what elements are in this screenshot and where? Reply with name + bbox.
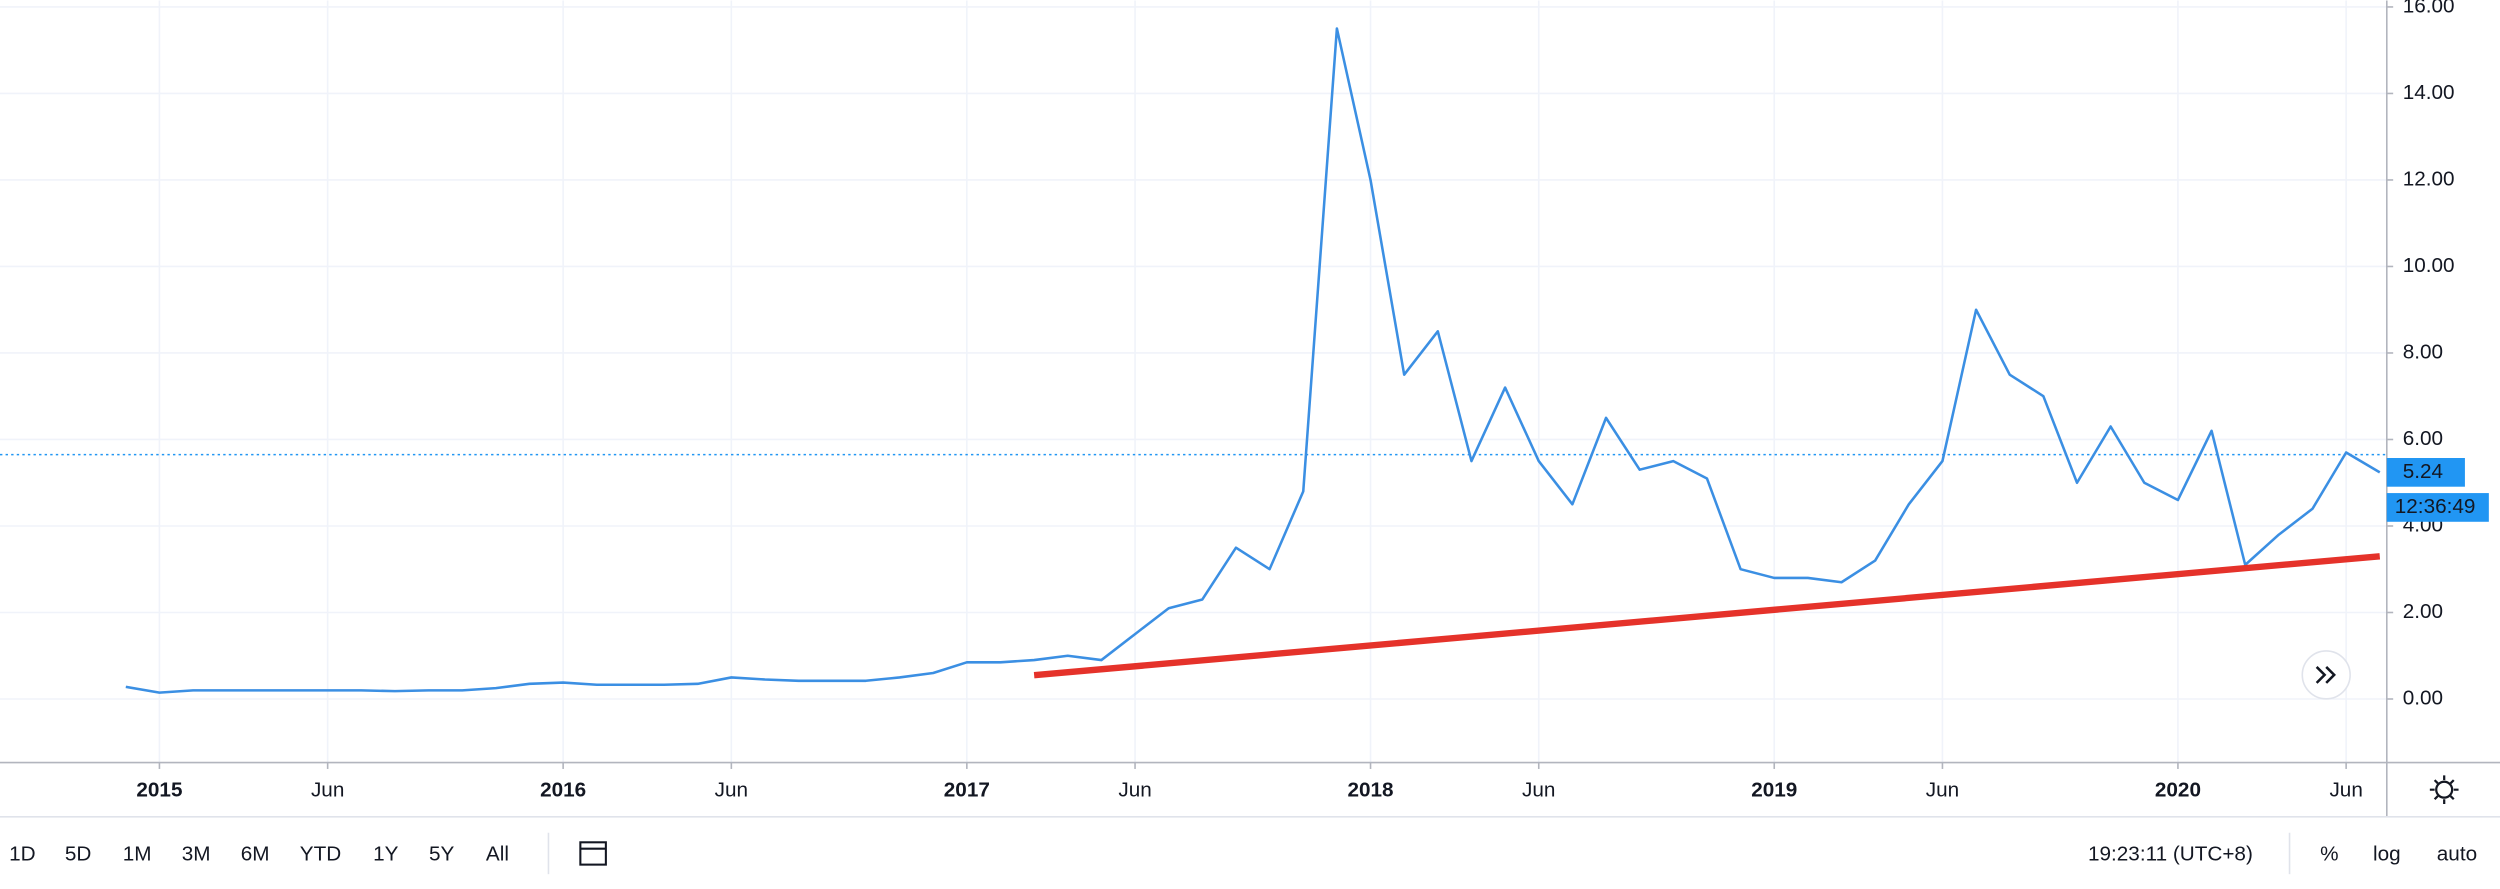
x-tick-label: 2017 bbox=[944, 779, 990, 802]
last-price-box bbox=[2386, 458, 2465, 487]
x-tick-label: 2018 bbox=[1347, 779, 1393, 802]
y-tick-label: 14.00 bbox=[2403, 81, 2455, 104]
settings-icon[interactable] bbox=[2429, 775, 2459, 805]
x-tick-label: 2019 bbox=[1751, 779, 1797, 802]
clock[interactable]: 19:23:11 (UTC+8) bbox=[2088, 843, 2253, 866]
x-tick-label: 2015 bbox=[136, 779, 182, 802]
range-button[interactable]: 1Y bbox=[373, 843, 399, 866]
auto-toggle[interactable]: auto bbox=[2437, 843, 2477, 866]
range-button[interactable]: 6M bbox=[241, 843, 270, 866]
x-tick-label: Jun bbox=[715, 779, 748, 802]
range-button[interactable]: 3M bbox=[182, 843, 211, 866]
trend-line[interactable] bbox=[1033, 553, 2381, 679]
log-toggle[interactable]: log bbox=[2373, 843, 2401, 866]
x-tick-label: 2020 bbox=[2155, 779, 2201, 802]
range-button[interactable]: 1M bbox=[123, 843, 152, 866]
countdown-box bbox=[2386, 493, 2489, 522]
last-price-label: 5.24 bbox=[2403, 460, 2443, 483]
x-tick-label: 2016 bbox=[540, 779, 586, 802]
range-button[interactable]: 5D bbox=[65, 843, 92, 866]
x-tick-label: Jun bbox=[1522, 779, 1555, 802]
x-tick-label: Jun bbox=[1118, 779, 1151, 802]
y-tick-label: 6.00 bbox=[2403, 427, 2443, 450]
scroll-button[interactable] bbox=[2301, 650, 2351, 700]
y-tick-label: 16.00 bbox=[2403, 0, 2455, 17]
range-button[interactable]: All bbox=[486, 843, 509, 866]
y-tick-label: 2.00 bbox=[2403, 600, 2443, 623]
y-tick-label: 0.00 bbox=[2403, 686, 2443, 709]
range-button[interactable]: 5Y bbox=[429, 843, 455, 866]
x-tick-label: Jun bbox=[311, 779, 344, 802]
y-tick-label: 10.00 bbox=[2403, 254, 2455, 277]
calendar-icon[interactable] bbox=[579, 841, 607, 866]
percent-toggle[interactable]: % bbox=[2320, 843, 2338, 866]
y-tick-label: 12.00 bbox=[2403, 167, 2455, 190]
range-button[interactable]: YTD bbox=[300, 843, 341, 866]
x-tick-label: Jun bbox=[1926, 779, 1959, 802]
countdown-label: 12:36:49 bbox=[2395, 495, 2476, 518]
price-line bbox=[125, 27, 2381, 694]
x-tick-label: Jun bbox=[2329, 779, 2362, 802]
range-button[interactable]: 1D bbox=[9, 843, 36, 866]
y-tick-label: 8.00 bbox=[2403, 340, 2443, 363]
